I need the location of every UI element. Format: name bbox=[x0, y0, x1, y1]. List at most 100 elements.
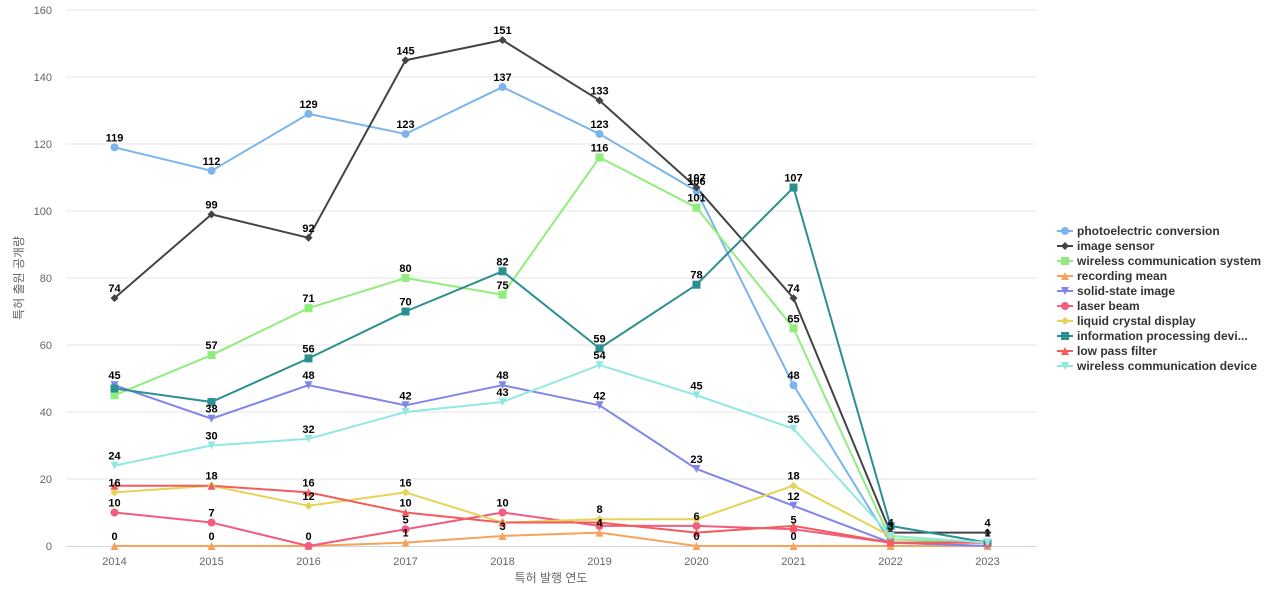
y-tick-label: 0 bbox=[46, 541, 52, 553]
data-label: 123 bbox=[590, 119, 608, 131]
data-point-liquid-crystal-display bbox=[401, 488, 410, 497]
data-label: 23 bbox=[690, 454, 702, 466]
x-tick-label: 2015 bbox=[199, 556, 223, 568]
gridlines bbox=[66, 9, 1036, 480]
data-label: 35 bbox=[787, 414, 799, 426]
legend-marker bbox=[1061, 302, 1069, 310]
legend-item-image-sensor[interactable]: image sensor bbox=[1057, 239, 1155, 253]
x-axis-title: 특허 발행 연도 bbox=[515, 570, 588, 585]
y-tick-label: 100 bbox=[34, 206, 52, 218]
data-point-laser-beam bbox=[207, 518, 216, 527]
y-tick-label: 20 bbox=[40, 474, 52, 486]
data-point-wireless-communication-device bbox=[692, 391, 701, 400]
data-label: 1 bbox=[984, 528, 990, 540]
legend-item-low-pass-filter[interactable]: low pass filter bbox=[1057, 344, 1157, 358]
data-point-low-pass-filter bbox=[207, 481, 216, 490]
y-tick-label: 60 bbox=[40, 340, 52, 352]
data-point-wireless-communication-device bbox=[401, 408, 410, 416]
series-line-photoelectric-conversion bbox=[114, 86, 988, 547]
data-label: 74 bbox=[787, 283, 800, 295]
data-point-photoelectric-conversion bbox=[304, 109, 313, 118]
data-point-low-pass-filter bbox=[110, 481, 119, 490]
x-tick-label: 2018 bbox=[490, 556, 514, 568]
data-label: 92 bbox=[302, 223, 314, 235]
data-point-information-processing-device bbox=[595, 344, 604, 353]
legend-item-wireless-communication-device[interactable]: wireless communication device bbox=[1057, 359, 1257, 373]
data-point-low-pass-filter bbox=[498, 518, 507, 527]
legend-item-photoelectric-conversion[interactable]: photoelectric conversion bbox=[1057, 224, 1220, 238]
data-label: 48 bbox=[496, 370, 508, 382]
data-point-wireless-communication-device bbox=[983, 538, 992, 547]
data-label: 32 bbox=[302, 424, 314, 436]
data-point-recording-mean bbox=[692, 542, 701, 550]
data-label: 42 bbox=[399, 390, 411, 402]
data-point-solid-state-image bbox=[498, 381, 507, 390]
legend-marker bbox=[1061, 227, 1069, 235]
legend-label: information processing devi... bbox=[1077, 329, 1248, 343]
data-point-image-sensor bbox=[207, 210, 216, 219]
data-label: 54 bbox=[593, 350, 606, 362]
x-tick-label: 2020 bbox=[684, 556, 708, 568]
x-tick-label: 2016 bbox=[296, 556, 320, 568]
data-label: 0 bbox=[305, 531, 311, 543]
data-label: 0 bbox=[208, 531, 214, 543]
data-point-wireless-communication-system bbox=[498, 290, 507, 299]
data-label: 80 bbox=[399, 263, 411, 275]
data-point-solid-state-image bbox=[207, 414, 216, 423]
data-point-low-pass-filter bbox=[789, 521, 798, 530]
x-tick-label: 2014 bbox=[102, 556, 126, 568]
data-label: 78 bbox=[690, 270, 702, 282]
series-line-image-sensor bbox=[113, 39, 988, 534]
x-tick-label: 2021 bbox=[781, 556, 805, 568]
data-label: 112 bbox=[203, 156, 221, 168]
data-label: 6 bbox=[693, 511, 699, 523]
data-label: 3 bbox=[499, 521, 505, 533]
legend-item-liquid-crystal-display[interactable]: liquid crystal display bbox=[1057, 314, 1196, 328]
legend-label: solid-state image bbox=[1077, 284, 1175, 298]
legend-marker bbox=[1061, 347, 1069, 355]
legend-marker bbox=[1061, 242, 1069, 250]
y-axis-tick-labels: 0 20 40 60 80 100 120 140 160 bbox=[34, 5, 52, 553]
series-line-wireless-communication-system bbox=[114, 156, 988, 544]
data-label: 8 bbox=[596, 504, 602, 516]
data-label: 145 bbox=[396, 45, 414, 57]
data-point-wireless-communication-system bbox=[595, 153, 604, 162]
data-label: 123 bbox=[396, 119, 414, 131]
data-point-laser-beam bbox=[401, 525, 410, 534]
data-label: 75 bbox=[496, 280, 508, 292]
data-point-image-sensor bbox=[983, 528, 992, 537]
data-point-wireless-communication-system bbox=[110, 391, 119, 400]
data-label: 59 bbox=[593, 333, 605, 345]
data-point-photoelectric-conversion bbox=[401, 129, 410, 138]
legend-item-recording-mean[interactable]: recording mean bbox=[1057, 269, 1167, 283]
legend-item-solid-state-image[interactable]: solid-state image bbox=[1057, 284, 1175, 298]
legend-marker bbox=[1061, 332, 1069, 340]
data-point-image-sensor bbox=[595, 96, 604, 105]
data-label: 10 bbox=[496, 498, 508, 510]
data-label: 30 bbox=[205, 431, 217, 443]
data-point-photoelectric-conversion bbox=[207, 166, 216, 175]
data-point-photoelectric-conversion bbox=[789, 381, 798, 390]
legend-item-information-processing-device[interactable]: information processing devi... bbox=[1057, 329, 1248, 343]
data-label: 45 bbox=[108, 370, 120, 382]
data-label: 4 bbox=[887, 518, 894, 530]
data-point-information-processing-device bbox=[692, 280, 701, 289]
legend-label: laser beam bbox=[1077, 299, 1140, 313]
data-point-liquid-crystal-display bbox=[304, 501, 313, 510]
data-label: 151 bbox=[493, 25, 511, 37]
data-label: 7 bbox=[208, 508, 214, 520]
y-tick-label: 120 bbox=[34, 139, 52, 151]
data-label: 99 bbox=[205, 199, 217, 211]
legend-item-wireless-communication-system[interactable]: wireless communication system bbox=[1057, 254, 1261, 268]
series-markers bbox=[110, 36, 992, 550]
data-label: 4 bbox=[596, 518, 603, 530]
legend-label: liquid crystal display bbox=[1077, 314, 1196, 328]
data-point-low-pass-filter bbox=[304, 488, 313, 497]
legend-label: low pass filter bbox=[1077, 344, 1157, 358]
data-label: 48 bbox=[787, 370, 799, 382]
data-label: 70 bbox=[399, 297, 411, 309]
legend-item-laser-beam[interactable]: laser beam bbox=[1057, 299, 1140, 313]
legend-marker bbox=[1061, 287, 1069, 295]
data-label: 0 bbox=[111, 531, 117, 543]
